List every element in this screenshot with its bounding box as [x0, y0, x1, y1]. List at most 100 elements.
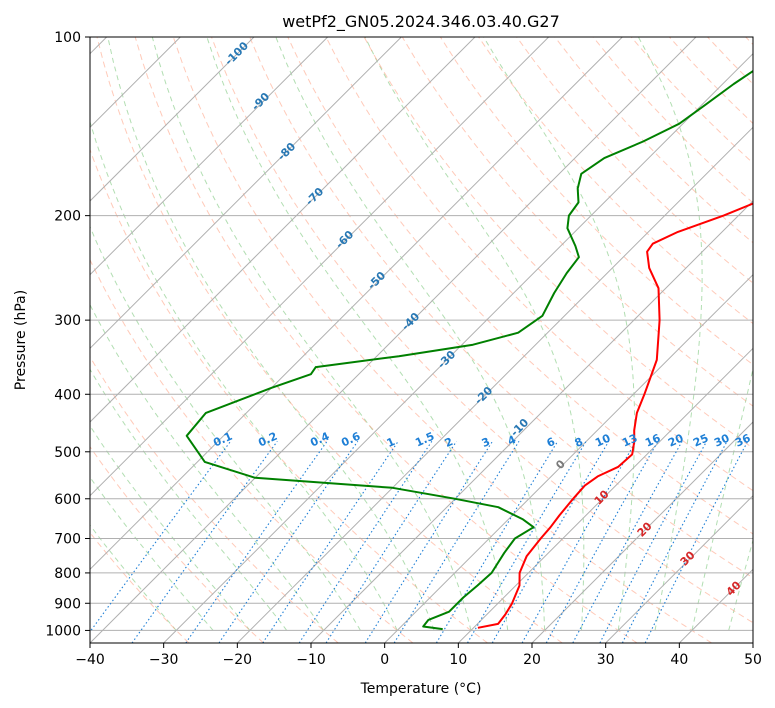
- mixing-ratio-line: [218, 440, 359, 643]
- y-tick-label: 900: [54, 596, 81, 612]
- mixing-ratio-label: 6: [545, 435, 558, 450]
- moist-adiabat: [637, 37, 703, 631]
- dry-adiabat-label: 10: [592, 487, 612, 507]
- isotherm: [384, 273, 753, 643]
- mixing-ratio-label: 16: [643, 431, 663, 449]
- dry-adiabat: [211, 37, 753, 624]
- mixing-ratio-line: [131, 440, 278, 643]
- mixing-ratio-label: 8: [573, 435, 585, 450]
- temperature-line: [477, 202, 753, 629]
- moist-adiabat: [90, 225, 361, 631]
- mixing-ratio-label: 1: [385, 435, 397, 450]
- mixing-ratio-label: 36: [733, 431, 753, 449]
- x-tick-label: −40: [75, 652, 105, 668]
- x-axis-label: Temperature (°C): [360, 681, 482, 697]
- isotherm: [90, 37, 697, 643]
- x-tick-label: 20: [523, 652, 541, 668]
- x-tick-label: 10: [449, 652, 467, 668]
- mixing-ratio-label: 30: [712, 431, 732, 449]
- mixing-ratio-label: 13: [620, 431, 639, 449]
- dry-adiabat-label: 0: [553, 457, 568, 472]
- dry-adiabat-label: -50: [365, 269, 388, 292]
- dry-adiabat: [287, 37, 753, 535]
- dry-adiabat: [90, 258, 414, 643]
- x-tick-label: 50: [744, 652, 762, 668]
- y-axis-label: Pressure (hPa): [13, 290, 29, 390]
- dry-adiabat: [96, 37, 563, 643]
- mixing-ratio-line: [364, 441, 493, 643]
- isotherm: [90, 37, 329, 276]
- mixing-ratio-line: [325, 440, 457, 643]
- mixing-ratio-line: [491, 441, 610, 643]
- mixing-ratio-line: [467, 441, 587, 643]
- y-tick-label: 1000: [45, 623, 81, 639]
- isotherm: [531, 421, 753, 643]
- isotherm: [752, 642, 753, 643]
- mixing-ratio-line: [393, 441, 520, 643]
- dry-adiabat: [134, 37, 638, 643]
- dry-adiabat: [90, 148, 488, 643]
- isotherm: [90, 37, 476, 423]
- isotherm: [605, 494, 753, 643]
- y-tick-label: 400: [54, 387, 81, 403]
- isotherm: [678, 568, 753, 643]
- dry-adiabat: [172, 37, 712, 643]
- x-tick-label: −30: [149, 652, 179, 668]
- isotherm: [236, 126, 753, 643]
- moist-adiabat: [483, 37, 636, 631]
- mixing-ratio-label: 0.6: [339, 430, 362, 450]
- dewpoint-line: [185, 69, 753, 631]
- isotherm: [90, 37, 255, 202]
- moist-adiabat: [691, 366, 753, 631]
- moist-adiabat: [90, 424, 251, 631]
- dry-adiabat: [325, 37, 753, 492]
- x-tick-label: −10: [296, 652, 326, 668]
- mixing-ratio-line: [435, 441, 559, 643]
- dry-adiabat-label: 30: [678, 548, 698, 568]
- dry-adiabat: [516, 37, 753, 284]
- mixing-ratio-label: 2: [443, 435, 455, 450]
- isotherm: [90, 37, 550, 497]
- mixing-ratio-line: [599, 441, 708, 643]
- x-tick-label: −20: [223, 652, 253, 668]
- moist-adiabat: [728, 538, 753, 631]
- plot-frame: [89, 36, 754, 644]
- mixing-ratio-label: 25: [691, 431, 710, 449]
- moist-adiabat: [275, 37, 546, 631]
- chart-title: wetPf2_GN05.2024.346.03.40.G27: [282, 12, 560, 32]
- moist-adiabat: [206, 37, 509, 631]
- moist-adiabat: [364, 37, 585, 631]
- moist-adiabat: [90, 524, 177, 631]
- isotherm: [457, 347, 753, 643]
- y-tick-label: 500: [54, 445, 81, 461]
- y-tick-label: 300: [54, 313, 81, 329]
- mixing-ratio-line: [521, 441, 637, 643]
- isotherm: [90, 37, 623, 571]
- x-tick-label: 40: [670, 652, 688, 668]
- y-tick-label: 700: [54, 532, 81, 548]
- dry-adiabat: [90, 445, 264, 643]
- dry-adiabat: [249, 37, 753, 579]
- mixing-ratio-line: [545, 441, 659, 643]
- dry-adiabat: [90, 355, 339, 643]
- y-tick-label: 800: [54, 566, 81, 582]
- moist-adiabat: [90, 368, 288, 631]
- mixing-ratio-label: 3: [480, 435, 492, 450]
- dry-adiabat-label: -60: [333, 228, 356, 251]
- x-tick-label: 30: [597, 652, 615, 668]
- mixing-ratio-label: 1.5: [413, 430, 436, 450]
- isotherm: [310, 200, 753, 643]
- moist-adiabat: [151, 37, 472, 631]
- moist-adiabat: [90, 476, 214, 631]
- background-lines: [90, 37, 753, 643]
- mixing-ratio-label: 0.1: [211, 430, 234, 450]
- dry-adiabat-label: -90: [249, 90, 272, 113]
- axes: −40 −30 −20 −10 0 10 20 30 40 5010020030040050060…: [45, 30, 762, 668]
- dry-adiabat: [478, 37, 753, 325]
- isotherm: [90, 37, 402, 350]
- sounding-curves: [185, 69, 753, 631]
- mixing-ratio-line: [572, 441, 683, 643]
- y-tick-label: 600: [54, 492, 81, 508]
- y-tick-label: 200: [54, 209, 81, 225]
